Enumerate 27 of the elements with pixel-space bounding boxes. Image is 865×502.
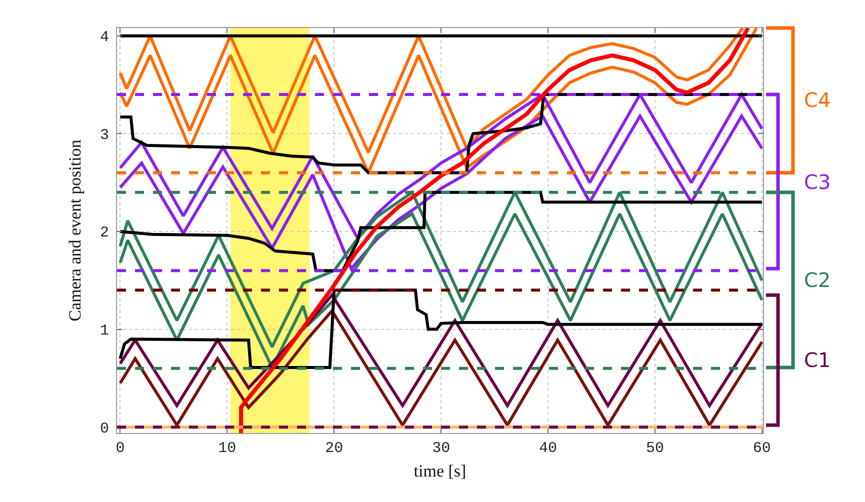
text: C1 [804,348,831,372]
line-series [118,28,758,174]
text: C3 [804,170,831,194]
line-series [118,212,763,369]
y-tick-label: 4 [100,29,109,46]
x-tick-label: 10 [218,440,236,457]
y-tick-label: 1 [100,322,109,340]
x-tick-label: 40 [539,440,558,457]
line-series [118,294,763,408]
x-tick-label: 30 [432,440,450,457]
x-tick-label: 50 [646,440,664,457]
line-series [239,28,750,433]
text: C4 [804,88,831,112]
text: C2 [804,268,831,292]
line-series [118,93,763,240]
y-tick-label: 0 [100,420,109,438]
x-tick-label: 60 [752,440,771,457]
y-axis-title: Camera and event position [66,139,85,322]
line-series [118,309,763,427]
x-tick-label: 0 [116,440,125,457]
y-tick-label: 3 [100,126,109,144]
line-series [118,114,763,270]
x-axis-title: time [s] [414,461,466,480]
y-tick-label: 2 [100,224,109,242]
line-series [118,190,763,348]
line-series [118,28,744,154]
x-tick-label: 20 [325,440,344,457]
